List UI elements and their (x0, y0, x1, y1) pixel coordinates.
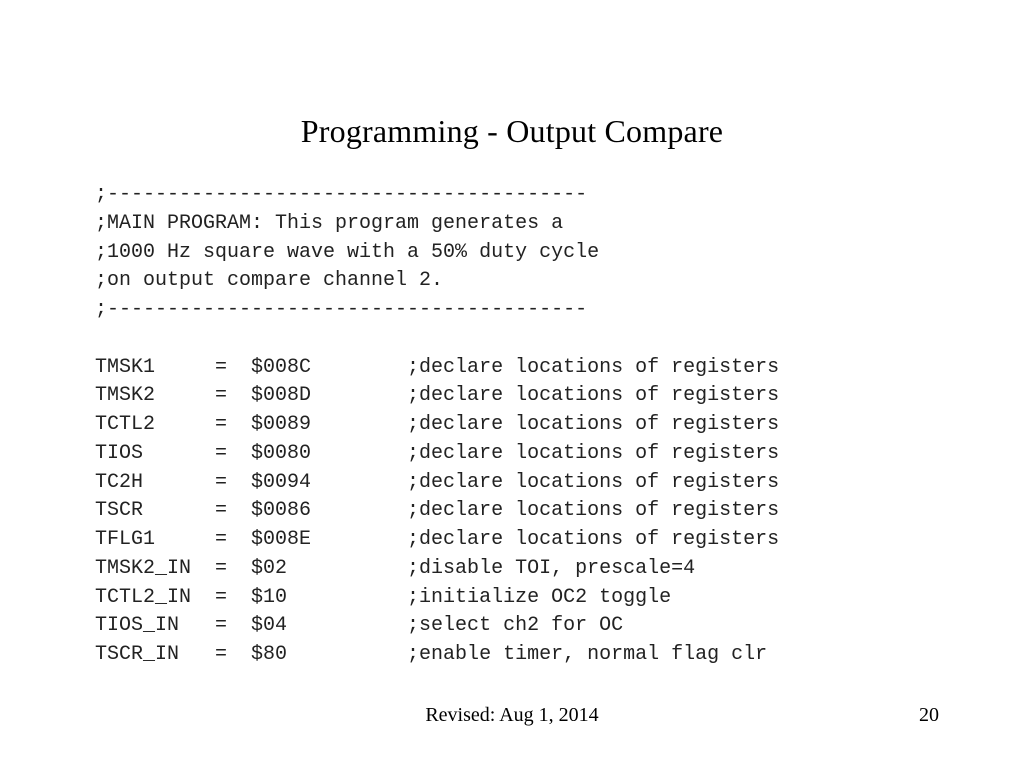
code-line: TIOS_IN = $04 ;select ch2 for OC (95, 614, 624, 638)
code-line: TFLG1 = $008E ;declare locations of regi… (95, 528, 780, 551)
slide-title: Programming - Output Compare (300, 113, 724, 149)
code-line: ;---------------------------------------… (95, 298, 588, 321)
code-line: ;1000 Hz square wave with a 50% duty cyc… (95, 240, 600, 264)
code-line: TMSK2 = $008D ;declare locations of regi… (95, 384, 780, 408)
assembly-code-block: ;---------------------------------------… (95, 181, 779, 670)
code-line: TMSK2_IN = $02 ;disable TOI, prescale=4 (95, 556, 696, 580)
code-line: TSCR_IN = $80 ;enable timer, normal flag… (95, 643, 768, 666)
revised-date: Revised: Aug 1, 2014 (425, 704, 599, 726)
code-line: ;MAIN PROGRAM: This program generates a (95, 211, 564, 235)
page-number: 20 (919, 704, 939, 726)
slide-footer: Revised: Aug 1, 2014 20 (0, 704, 1024, 734)
code-line: TSCR = $0086 ;declare locations of regis… (95, 499, 780, 523)
code-line: ;on output compare channel 2. (95, 269, 444, 293)
code-line: TC2H = $0094 ;declare locations of regis… (95, 470, 780, 494)
code-line: TCTL2 = $0089 ;declare locations of regi… (95, 413, 780, 436)
code-line (95, 325, 779, 354)
code-line: TMSK1 = $008C ;declare locations of regi… (95, 355, 780, 379)
code-line: TCTL2_IN = $10 ;initialize OC2 toggle (95, 585, 672, 609)
code-line: ;---------------------------------------… (95, 183, 588, 206)
code-line: TIOS = $0080 ;declare locations of regis… (95, 441, 780, 465)
